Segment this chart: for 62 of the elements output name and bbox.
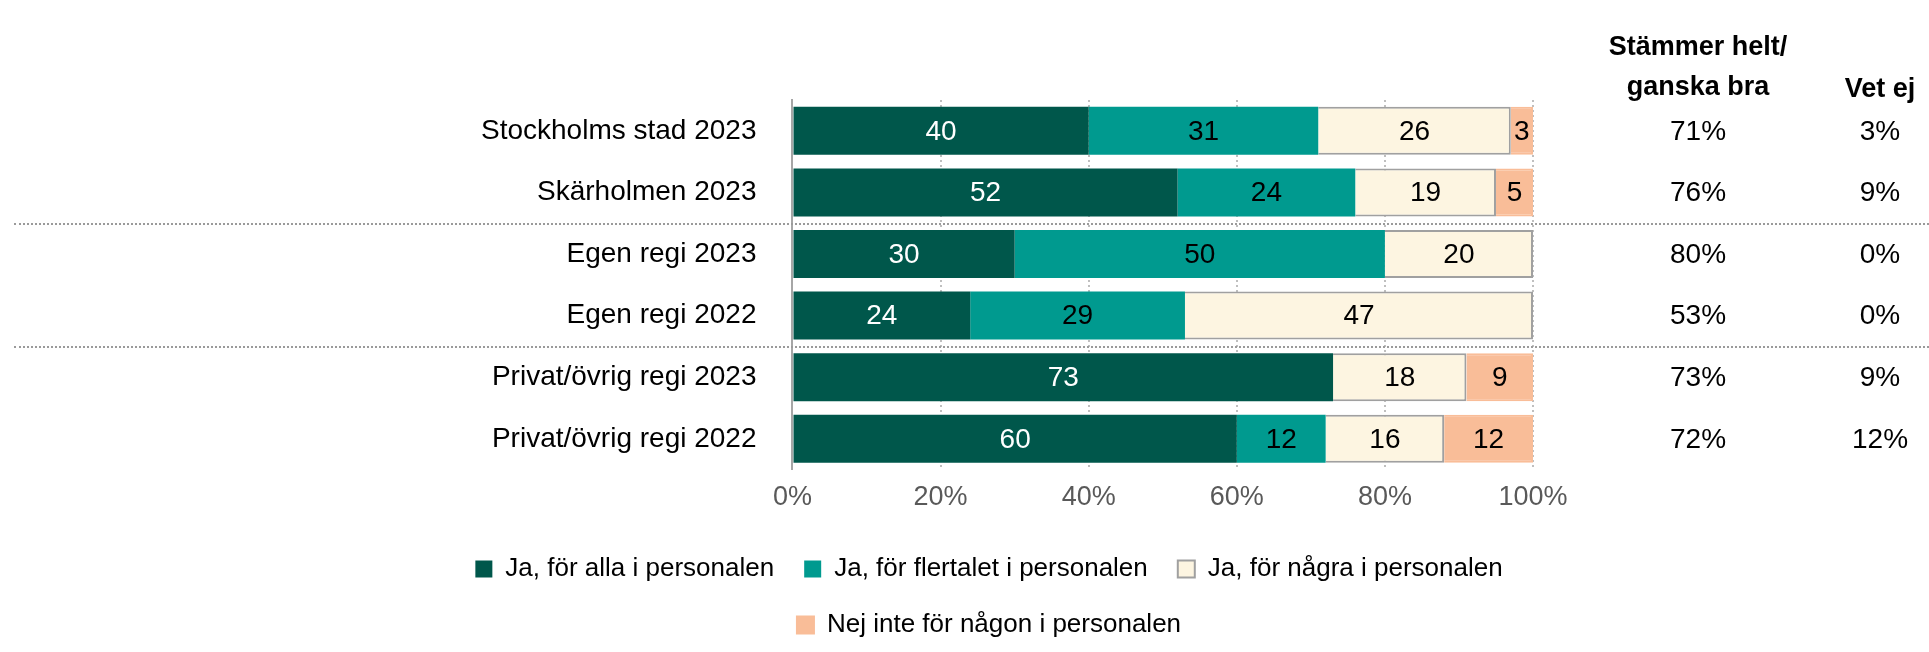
data-label: 5 <box>1506 176 1523 208</box>
text: Vet ej <box>1844 73 1916 104</box>
text: 72% <box>1669 422 1727 454</box>
data-label: 30 <box>888 237 920 269</box>
bar <box>1177 168 1356 217</box>
bar <box>793 414 1237 463</box>
data-label: 9 <box>1491 360 1508 392</box>
bar <box>1088 106 1319 155</box>
data-label: 60 <box>999 422 1031 454</box>
y-tick-label: Privat/övrig regi 2022 <box>491 421 757 453</box>
text: 76% <box>1669 176 1727 208</box>
data-label: 47 <box>1343 299 1375 331</box>
data-label: 12 <box>1472 422 1505 454</box>
bar <box>1236 414 1326 463</box>
text: 0% <box>1859 237 1901 269</box>
bar <box>1014 229 1385 279</box>
text: 3% <box>1859 114 1901 146</box>
x-tick-label: 40% <box>1061 481 1116 512</box>
data-label: 29 <box>1062 299 1094 331</box>
data-label: 50 <box>1184 237 1216 269</box>
data-label: 18 <box>1384 360 1416 392</box>
x-tick-label: 20% <box>913 481 968 512</box>
y-tick-label: Egen regi 2022 <box>566 298 757 330</box>
bar <box>793 168 1178 217</box>
bar <box>793 229 1015 279</box>
data-label: 19 <box>1410 176 1442 208</box>
data-label: 52 <box>969 176 1002 208</box>
data-label: 16 <box>1369 422 1401 454</box>
bar <box>970 291 1185 340</box>
data-label: 31 <box>1187 114 1220 146</box>
text: 80% <box>1669 237 1727 269</box>
text: 12% <box>1851 422 1909 454</box>
x-tick-label: 0% <box>772 481 812 512</box>
data-label: 24 <box>866 299 898 331</box>
y-tick-label: Egen regi 2023 <box>566 236 757 268</box>
data-label: 26 <box>1398 114 1431 146</box>
data-label: 40 <box>925 114 957 146</box>
legend-label: Ja, för flertalet i personalen <box>834 552 1148 583</box>
legend-label: Nej inte för någon i personalen <box>826 608 1182 639</box>
text: Stämmer helt/ ganska bra <box>1608 31 1788 102</box>
bar <box>793 106 1089 155</box>
x-tick-label: 80% <box>1357 481 1412 512</box>
text: 9% <box>1859 360 1901 392</box>
data-label: 12 <box>1265 422 1297 454</box>
data-label: 24 <box>1250 176 1282 208</box>
text: 73% <box>1669 360 1727 392</box>
legend-label: Ja, för några i personalen <box>1207 552 1503 583</box>
y-tick-label: Stockholms stad 2023 <box>480 113 757 145</box>
text: 9% <box>1859 176 1901 208</box>
legend-label: Ja, för alla i personalen <box>505 552 775 583</box>
data-label: 73 <box>1047 360 1079 392</box>
text: 0% <box>1859 299 1901 331</box>
x-tick-label: 60% <box>1209 481 1264 512</box>
text: 71% <box>1669 114 1727 146</box>
bar <box>793 353 1334 402</box>
data-label: 20 <box>1443 237 1475 269</box>
y-tick-label: Skärholmen 2023 <box>537 175 757 207</box>
y-tick-label: Privat/övrig regi 2023 <box>491 359 757 391</box>
text: 53% <box>1669 299 1727 331</box>
x-tick-label: 100% <box>1498 481 1568 512</box>
bar <box>793 291 971 340</box>
data-label: 3 <box>1514 114 1530 146</box>
